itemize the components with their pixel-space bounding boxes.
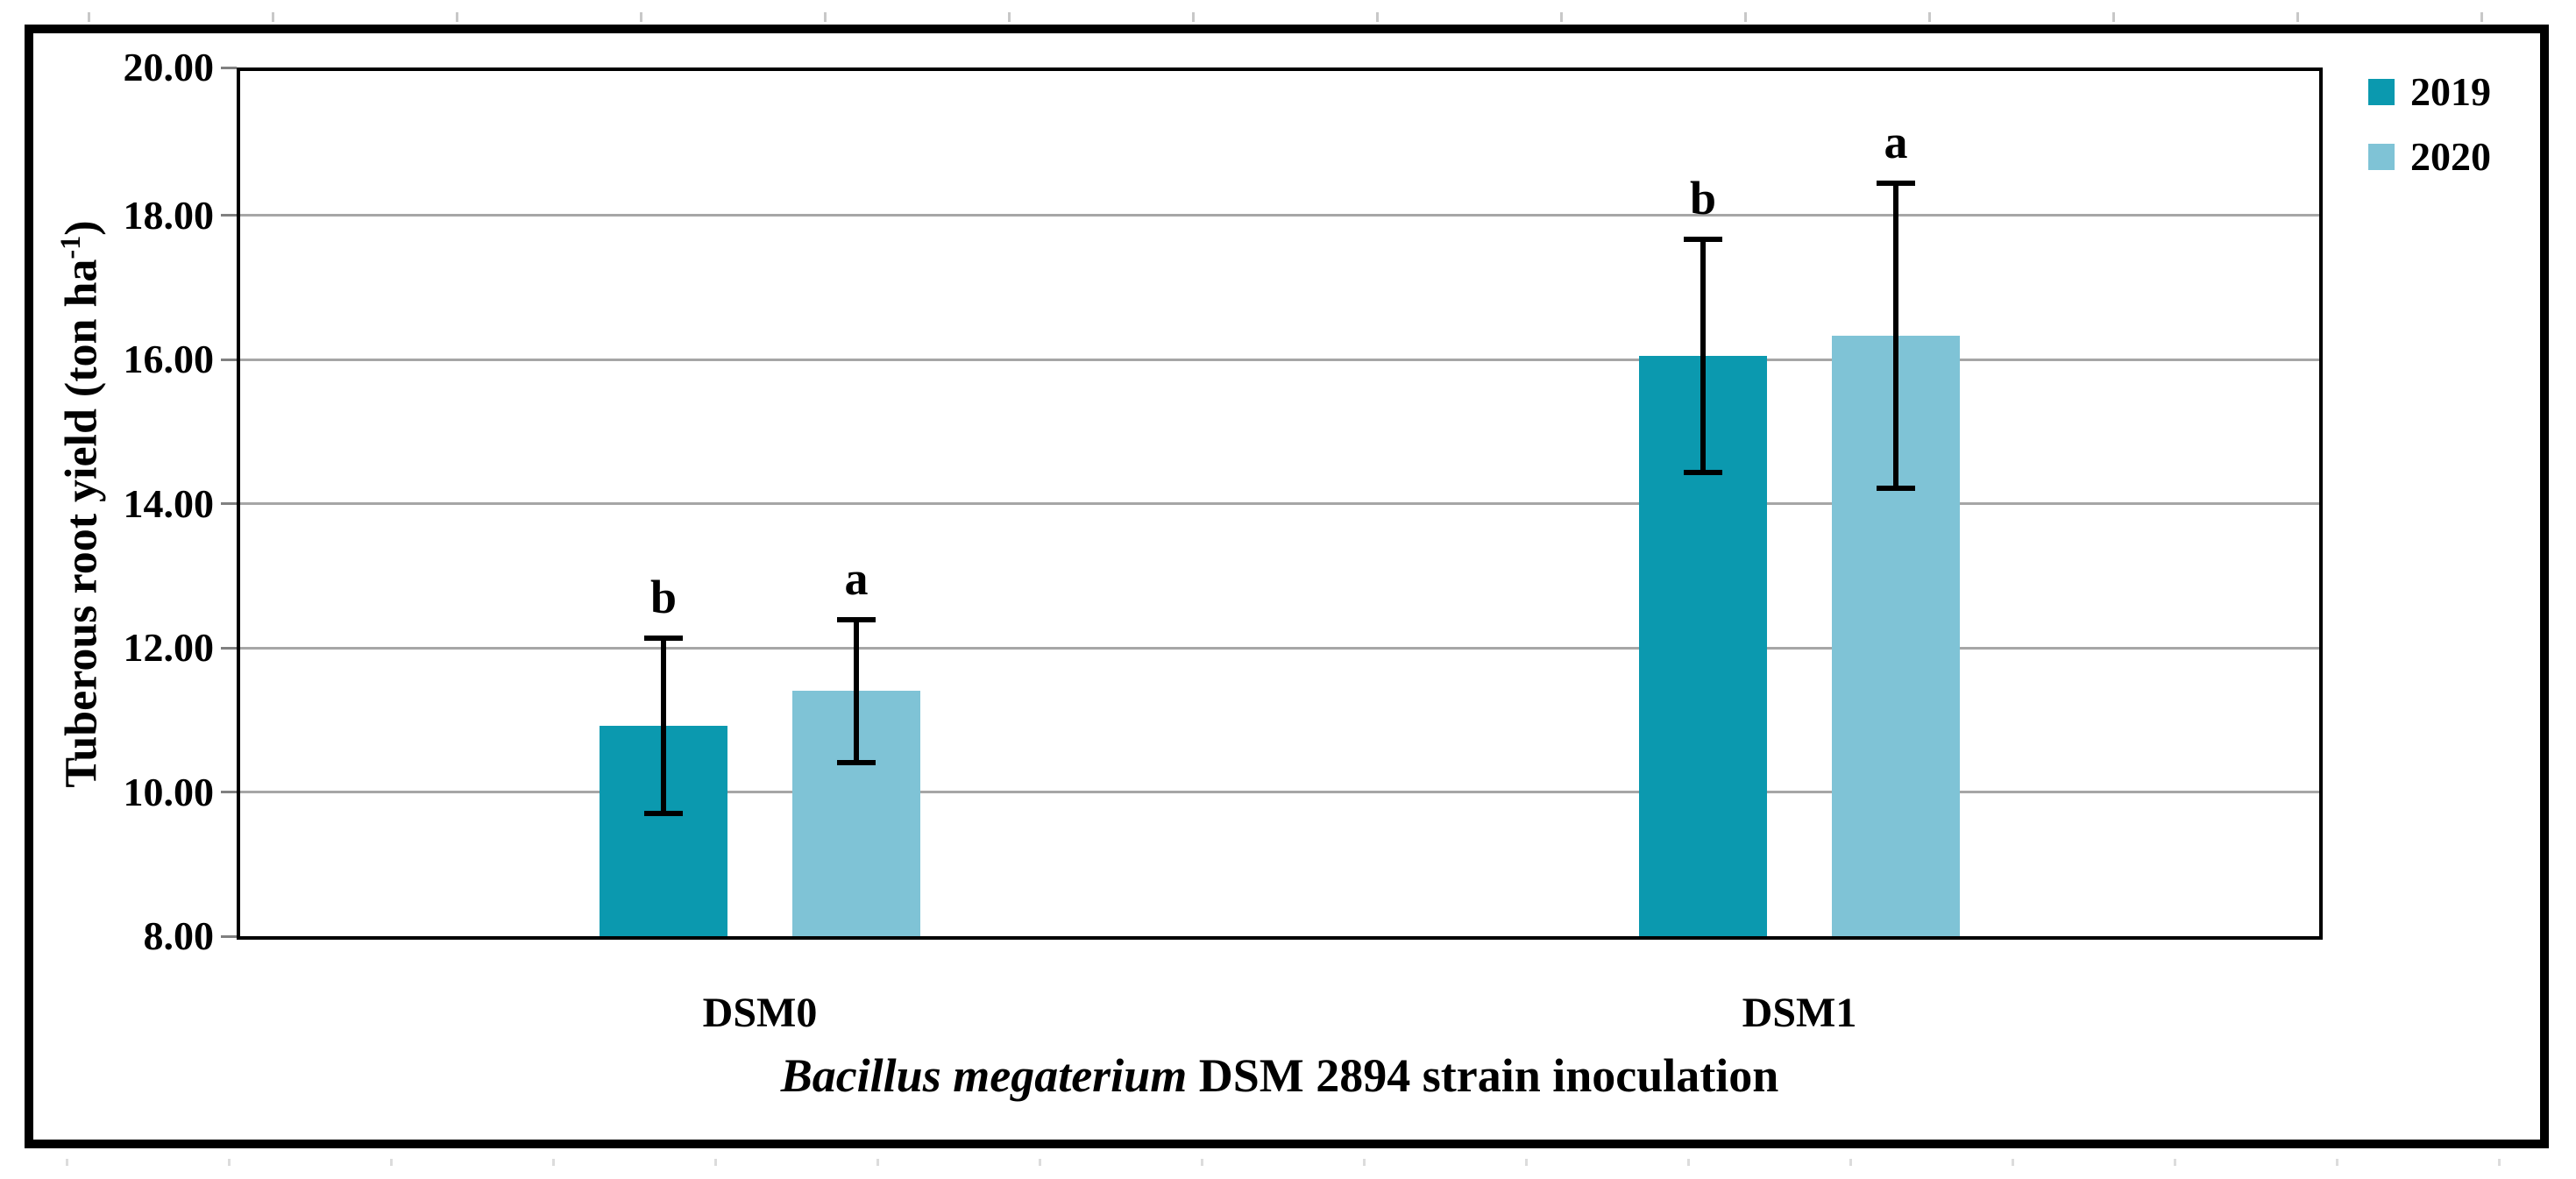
legend-swatch-2019: [2368, 79, 2395, 105]
error-bar-2019-DSM1: [1700, 237, 1706, 475]
ruler-tick-top: [2112, 12, 2115, 22]
plot-area: b a b a: [237, 67, 2323, 940]
ruler-tick-top: [1192, 12, 1195, 22]
ruler-tick-top: [1744, 12, 1747, 22]
y-tick-label: 16.00: [123, 337, 215, 381]
legend-item-2020: 2020: [2368, 137, 2491, 177]
legend-label-2020: 2020: [2410, 134, 2491, 179]
legend: 2019 2020: [2368, 72, 2491, 177]
ruler-tick-top: [1928, 12, 1931, 22]
ruler-tick-bottom: [2174, 1159, 2176, 1166]
ruler-tick-bottom: [2336, 1159, 2338, 1166]
y-tick-label: 14.00: [123, 480, 215, 526]
ruler-tick-bottom: [714, 1159, 717, 1166]
legend-item-2019: 2019: [2368, 72, 2491, 112]
error-bar-cap-bottom: [644, 810, 683, 816]
x-tick-label-DSM0: DSM0: [702, 990, 818, 1036]
ruler-tick-bottom: [1201, 1159, 1203, 1166]
ruler-tick-bottom: [2012, 1159, 2014, 1166]
y-tick-mark: [221, 358, 237, 361]
ruler-tick-top: [824, 12, 827, 22]
x-tick-label-DSM1: DSM1: [1742, 990, 1857, 1036]
ruler-tick-top: [272, 12, 274, 22]
significance-letter-2020-DSM0: a: [844, 551, 869, 605]
ruler-tick-bottom: [2498, 1159, 2501, 1166]
ruler-tick-bottom: [1525, 1159, 1528, 1166]
error-bar-cap-top: [1877, 181, 1915, 187]
y-tick-mark: [221, 934, 237, 938]
error-bar-cap-bottom: [837, 760, 876, 766]
ruler-tick-top: [2480, 12, 2483, 22]
ruler-tick-bottom: [228, 1159, 231, 1166]
y-tick-label: 20.00: [123, 45, 215, 89]
ruler-tick-top: [1008, 12, 1011, 22]
ruler-tick-bottom: [1363, 1159, 1366, 1166]
ruler-tick-top: [1376, 12, 1379, 22]
y-tick-label: 12.00: [123, 625, 215, 670]
x-axis-title-regular: DSM 2894 strain inoculation: [1187, 1049, 1779, 1102]
ruler-tick-bottom: [66, 1159, 68, 1166]
y-gridline: [240, 214, 2319, 217]
ruler-tick-top: [2296, 12, 2299, 22]
y-tick-label: 10.00: [123, 769, 215, 814]
significance-letter-2019-DSM1: b: [1689, 172, 1717, 225]
ruler-tick-bottom: [552, 1159, 555, 1166]
error-bar-2020-DSM1: [1893, 181, 1898, 491]
y-gridline: [240, 791, 2319, 793]
legend-label-2019: 2019: [2410, 69, 2491, 114]
y-tick-mark: [221, 791, 237, 793]
y-gridline: [240, 358, 2319, 361]
ruler-tick-bottom: [390, 1159, 393, 1166]
error-bar-cap-top: [837, 616, 876, 622]
x-axis-title: Bacillus megaterium DSM 2894 strain inoc…: [412, 1048, 2147, 1103]
ruler-tick-bottom: [1039, 1159, 1041, 1166]
significance-letter-2020-DSM1: a: [1884, 116, 1908, 169]
error-bar-cap-top: [644, 636, 683, 642]
error-bar-cap-bottom: [1684, 469, 1722, 475]
error-bar-2019-DSM0: [661, 636, 666, 816]
ruler-tick-top: [88, 12, 90, 22]
y-tick-mark: [221, 502, 237, 505]
ruler-tick-bottom: [1849, 1159, 1852, 1166]
legend-swatch-2020: [2368, 144, 2395, 170]
y-tick-label: 18.00: [123, 192, 215, 238]
y-tick-mark: [221, 646, 237, 650]
y-gridline: [240, 502, 2319, 505]
ruler-tick-top: [456, 12, 458, 22]
ruler-tick-top: [640, 12, 642, 22]
significance-letter-2019-DSM0: b: [649, 571, 678, 624]
error-bar-2020-DSM0: [854, 616, 859, 766]
y-tick-mark: [221, 214, 237, 217]
ruler-tick-top: [1560, 12, 1563, 22]
error-bar-cap-top: [1684, 237, 1722, 243]
ruler-tick-bottom: [876, 1159, 879, 1166]
x-axis-title-italic: Bacillus megaterium: [780, 1049, 1188, 1102]
ruler-tick-bottom: [1687, 1159, 1690, 1166]
y-tick-label: 8.00: [143, 913, 215, 958]
y-tick-mark: [221, 66, 237, 69]
error-bar-cap-bottom: [1877, 485, 1915, 491]
y-gridline: [240, 646, 2319, 650]
